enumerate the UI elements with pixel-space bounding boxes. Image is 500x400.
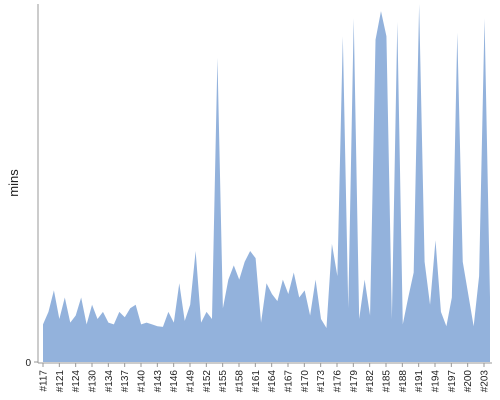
x-tick-label: #124 (71, 370, 82, 393)
x-tick-label: #140 (137, 370, 148, 393)
x-tick-label: #197 (447, 370, 458, 393)
x-tick-label: #121 (55, 370, 66, 393)
x-tick-label: #134 (104, 370, 115, 393)
x-tick-label: #137 (120, 370, 131, 393)
x-tick-label: #155 (218, 370, 229, 393)
y-tick-label: 0 (25, 358, 31, 369)
y-tick-group: 0 (25, 358, 38, 369)
x-tick-label: #167 (284, 370, 295, 393)
x-tick-group: #117 #121 #124 #130 #134 #137 #140 #143 #146 #149… (39, 363, 491, 392)
x-tick-label: #185 (382, 370, 393, 393)
x-tick-label: #158 (235, 370, 246, 393)
series-area (43, 4, 490, 362)
x-tick-label: #117 (39, 370, 50, 392)
x-tick-label: #200 (463, 370, 474, 393)
x-tick-label: #188 (398, 370, 409, 393)
x-tick-label: #173 (316, 370, 327, 393)
x-tick-label: #170 (300, 370, 311, 393)
x-tick-label: #161 (251, 370, 262, 393)
x-tick-label: #152 (202, 370, 213, 393)
x-tick-label: #130 (88, 370, 99, 393)
x-tick-label: #164 (267, 370, 278, 393)
plot-area (43, 4, 490, 362)
x-tick-label: #203 (480, 370, 491, 393)
y-axis-title: mins (6, 169, 21, 197)
x-tick-label: #179 (349, 370, 360, 393)
x-tick-label: #182 (365, 370, 376, 393)
x-tick-label: #146 (169, 370, 180, 393)
x-tick-label: #143 (153, 370, 164, 393)
x-tick-label: #176 (333, 370, 344, 393)
x-tick-label: #191 (414, 370, 425, 393)
x-tick-label: #194 (431, 370, 442, 393)
x-tick-label: #149 (186, 370, 197, 393)
